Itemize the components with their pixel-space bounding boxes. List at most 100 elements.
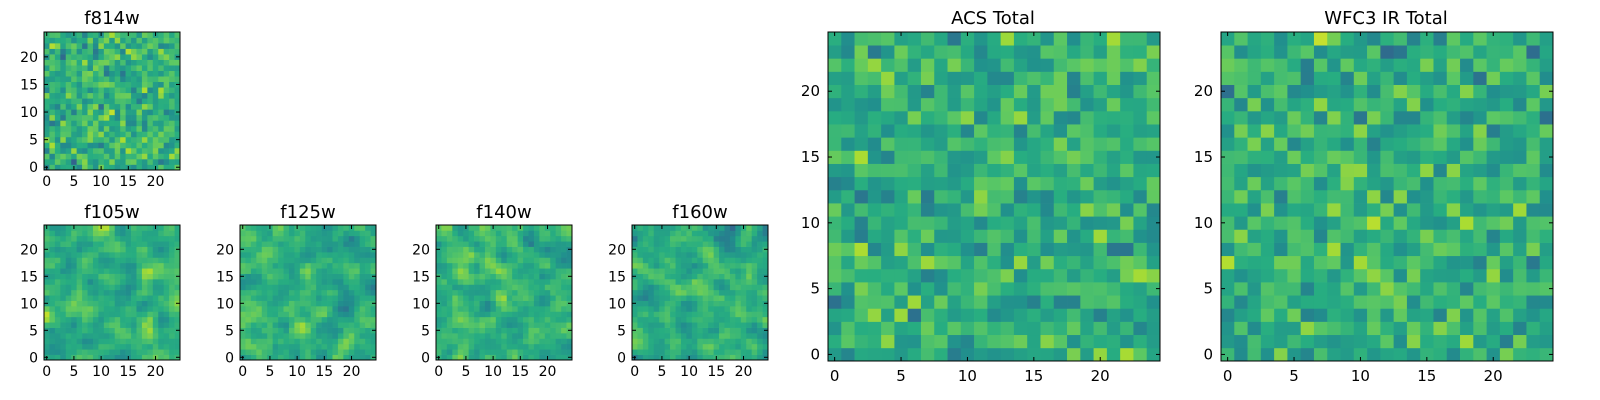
heatmap-cell [762, 257, 769, 264]
heatmap-cell [1433, 110, 1448, 125]
heatmap-cell [479, 343, 486, 350]
heatmap-cell [60, 235, 67, 242]
heatmap-cell [729, 225, 736, 231]
heatmap-cell [479, 300, 486, 307]
heatmap-cell [245, 268, 252, 274]
heatmap-cell [1120, 84, 1134, 99]
heatmap-cell [702, 316, 709, 323]
heatmap-cell [1486, 45, 1501, 59]
heatmap-cell [44, 142, 50, 149]
heatmap-cell [867, 97, 882, 112]
heatmap-cell [441, 349, 448, 355]
heatmap-cell [337, 262, 344, 269]
heatmap-cell [740, 338, 747, 345]
heatmap-cell [1353, 334, 1368, 349]
heatmap-cell [125, 279, 132, 285]
heatmap-cell [528, 262, 535, 269]
heatmap-cell [76, 114, 83, 121]
heatmap-cell [533, 279, 540, 285]
heatmap-cell [1393, 334, 1408, 349]
heatmap-cell [746, 235, 753, 242]
heatmap-cell [131, 92, 137, 99]
heatmap-cell [697, 241, 704, 247]
heatmap-cell [76, 164, 83, 171]
heatmap-cell [76, 354, 83, 361]
heatmap-cell [653, 354, 660, 361]
heatmap-cell [158, 284, 165, 291]
heatmap-cell [114, 103, 121, 110]
heatmap-cell [1380, 347, 1394, 362]
heatmap-cell [332, 230, 339, 237]
heatmap-cell [675, 300, 682, 307]
heatmap-cell [1067, 321, 1081, 336]
heatmap-cell [1133, 229, 1148, 243]
heatmap-cell [1526, 97, 1541, 112]
heatmap-cell [1040, 97, 1055, 112]
heatmap-cell [757, 316, 763, 323]
heatmap-cell [332, 273, 339, 280]
heatmap-cell [632, 295, 638, 301]
heatmap-cell [746, 322, 753, 328]
heatmap-cell [169, 125, 175, 132]
heatmap-cell [54, 147, 61, 154]
heatmap-cell [512, 338, 518, 345]
heatmap-cell [131, 147, 137, 154]
heatmap-cell [54, 32, 61, 38]
heatmap-cell [1274, 163, 1288, 178]
heatmap-cell [103, 65, 110, 71]
heatmap-cell [517, 343, 524, 350]
heatmap-cell [506, 273, 513, 280]
heatmap-cell [158, 136, 165, 143]
heatmap-cell [828, 124, 842, 138]
heatmap-cell [523, 279, 529, 285]
heatmap-cell [1473, 71, 1487, 85]
heatmap-cell [523, 289, 529, 296]
heatmap-cell [686, 322, 693, 328]
heatmap-cell [528, 311, 535, 318]
y-tick-label: 10 [216, 296, 234, 312]
heatmap-cell [114, 109, 121, 116]
heatmap-cell [332, 246, 339, 253]
heatmap-cell [501, 300, 508, 307]
heatmap-cell [561, 343, 567, 350]
heatmap-cell [1367, 150, 1381, 164]
heatmap-cell [1526, 176, 1541, 191]
heatmap-cell [1380, 150, 1394, 164]
heatmap-cell [867, 282, 882, 296]
heatmap-cell [305, 279, 312, 285]
heatmap-cell [294, 322, 301, 328]
heatmap-cell [250, 273, 257, 280]
heatmap-cell [98, 252, 105, 258]
heatmap-cell [321, 343, 328, 350]
heatmap-cell [1353, 32, 1368, 46]
heatmap-cell [87, 59, 94, 66]
y-tick-label: 20 [20, 50, 38, 66]
heatmap-cell [1120, 163, 1134, 178]
heatmap-cell [468, 316, 475, 323]
heatmap-cell [539, 257, 546, 264]
heatmap-cell [120, 147, 126, 154]
heatmap-cell [735, 262, 742, 269]
heatmap-cell [724, 252, 731, 258]
heatmap-cell [1027, 203, 1041, 217]
heatmap-cell [550, 230, 557, 237]
heatmap-cell [457, 343, 464, 350]
heatmap-cell [109, 262, 116, 269]
heatmap-cell [169, 284, 175, 291]
heatmap-cell [533, 225, 540, 231]
heatmap-cell [854, 163, 869, 178]
heatmap-cell [1313, 334, 1328, 349]
heatmap-cell [867, 242, 882, 257]
heatmap-cell [288, 349, 295, 355]
heatmap-cell [1513, 295, 1527, 309]
heatmap-cell [49, 43, 56, 49]
heatmap-cell [452, 338, 459, 345]
heatmap-cell [566, 241, 573, 247]
panel-f814w: f814w 0 5 10 15 20 0 5 10 15 20 [20, 8, 181, 190]
heatmap-cell [125, 311, 132, 318]
heatmap-cell [1473, 268, 1487, 283]
heatmap-cell [528, 322, 535, 328]
heatmap-cell [920, 203, 935, 217]
heatmap-cell [158, 343, 165, 350]
heatmap-cell [708, 235, 714, 242]
